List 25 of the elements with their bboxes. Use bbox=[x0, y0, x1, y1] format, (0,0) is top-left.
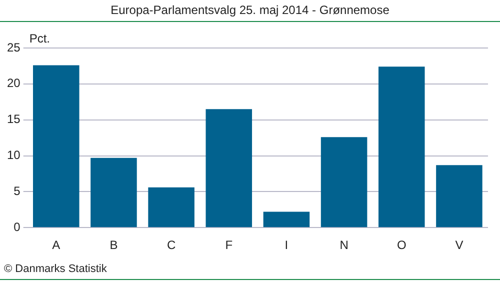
bar bbox=[436, 165, 482, 228]
x-tick-label: I bbox=[284, 238, 288, 252]
x-tick-label: O bbox=[396, 238, 406, 252]
text: © Danmarks Statistik bbox=[4, 262, 107, 276]
bar bbox=[320, 137, 368, 228]
x-tick-label: C bbox=[166, 238, 176, 252]
x-tick-label: B bbox=[110, 238, 118, 252]
x-tick-label: N bbox=[340, 238, 348, 252]
y-tick-label: 10 bbox=[6, 148, 21, 162]
bar bbox=[90, 158, 137, 228]
chart-title: Europa-Parlamentsvalg 25. maj 2014 - Grønnemose bbox=[0, 0, 500, 22]
y-tick-label: 15 bbox=[6, 112, 21, 126]
y-axis-title: Pct. bbox=[29, 31, 50, 46]
x-tick-label: A bbox=[52, 238, 60, 252]
bar bbox=[378, 66, 425, 228]
bar bbox=[206, 109, 252, 228]
y-tick-label: 5 bbox=[14, 184, 21, 198]
x-tick-label: F bbox=[225, 238, 233, 252]
bar bbox=[263, 212, 310, 228]
y-tick-label: 0 bbox=[14, 220, 21, 234]
bar bbox=[33, 65, 80, 228]
y-tick-label: 25 bbox=[6, 40, 21, 54]
bar bbox=[148, 187, 194, 228]
y-tick-label: 20 bbox=[6, 76, 21, 90]
x-tick-label: V bbox=[455, 238, 464, 252]
